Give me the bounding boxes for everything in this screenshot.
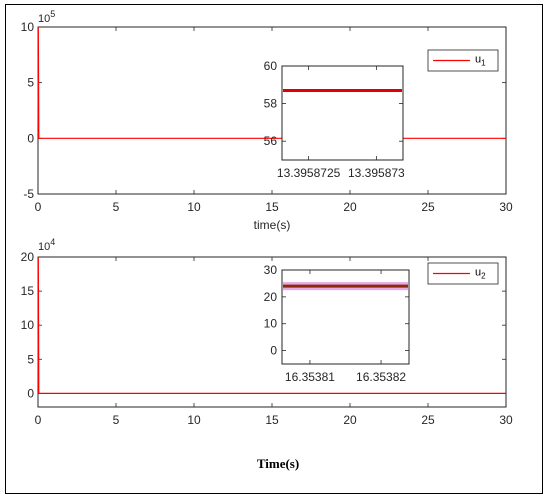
- inset-y-tick-label: 30: [264, 263, 278, 277]
- inset-x-tick-label: 13.395873: [348, 166, 405, 180]
- x-ticks-1: 0 5 10 15 20 25 30: [35, 27, 513, 214]
- y-tick-label: 20: [21, 250, 35, 264]
- y-exponent-base-2: 10: [38, 241, 50, 253]
- inset-1: 56 58 60 13.3958725 13.395873: [264, 59, 405, 180]
- inset-x-tick-label: 13.3958725: [277, 166, 341, 180]
- x-tick-label: 15: [265, 200, 279, 214]
- legend-name-u2: u: [475, 267, 481, 279]
- x-axis-label-1: time(s): [254, 218, 291, 232]
- x-ticks-2: 0 5 10 15 20 25 30: [35, 257, 513, 427]
- inset-y-ticks-1: 56 58 60: [264, 59, 403, 148]
- legend-name-u1: u: [475, 54, 481, 66]
- x-tick-label: 10: [187, 413, 201, 427]
- y-exponent-power-2: 4: [50, 237, 55, 247]
- inset-box-1: [281, 65, 404, 161]
- legend-1: u1: [427, 49, 499, 72]
- x-tick-label: 15: [265, 413, 279, 427]
- y-tick-label: 15: [21, 284, 35, 298]
- inset-x-tick-label: 16.35382: [356, 370, 406, 384]
- inset-y-tick-label: 10: [264, 317, 278, 331]
- inset-y-ticks-2: 0 10 20 30: [264, 263, 409, 358]
- figure-caption: Time(s): [257, 456, 299, 471]
- inset-y-tick-label: 0: [270, 344, 277, 358]
- x-tick-label: 30: [499, 200, 513, 214]
- x-tick-label: 10: [187, 200, 201, 214]
- y-tick-label: 10: [21, 20, 35, 34]
- x-tick-label: 5: [113, 413, 120, 427]
- legend-2: u2: [427, 262, 499, 285]
- inset-x-tick-label: 16.35381: [285, 370, 335, 384]
- legend-sub-u2: 2: [481, 272, 486, 281]
- y-tick-label: 5: [27, 76, 34, 90]
- x-tick-label: 0: [35, 200, 42, 214]
- y-exponent-1: 105: [38, 9, 55, 25]
- legend-sub-u1: 1: [481, 59, 486, 68]
- y-exponent-power-1: 5: [50, 9, 55, 19]
- inset-x-ticks-1: 13.3958725 13.395873: [277, 66, 405, 180]
- y-tick-label: -5: [23, 187, 34, 201]
- inset-y-tick-label: 56: [264, 134, 278, 148]
- legend-label-u2: u2: [475, 267, 486, 281]
- inset-2: 0 10 20 30 16.35381 16.35382: [264, 263, 410, 384]
- series-line-u1: [37, 26, 506, 139]
- y-exponent-2: 104: [38, 237, 55, 253]
- legend-label-u1: u1: [475, 54, 486, 68]
- x-tick-label: 20: [343, 200, 357, 214]
- x-tick-label: 5: [113, 200, 120, 214]
- y-tick-label: 10: [21, 318, 35, 332]
- x-tick-label: 25: [421, 200, 435, 214]
- inset-x-ticks-2: 16.35381 16.35382: [285, 270, 406, 384]
- y-exponent-base-1: 10: [38, 13, 50, 25]
- x-tick-label: 0: [35, 413, 42, 427]
- x-tick-label: 20: [343, 413, 357, 427]
- inset-y-tick-label: 20: [264, 290, 278, 304]
- series-line-u2: [37, 256, 506, 394]
- x-tick-label: 30: [499, 413, 513, 427]
- y-tick-label: 5: [27, 352, 34, 366]
- y-tick-label: 0: [27, 131, 34, 145]
- inset-y-tick-label: 60: [264, 59, 278, 73]
- y-tick-label: 0: [27, 386, 34, 400]
- inset-y-tick-label: 58: [264, 97, 278, 111]
- x-tick-label: 25: [421, 413, 435, 427]
